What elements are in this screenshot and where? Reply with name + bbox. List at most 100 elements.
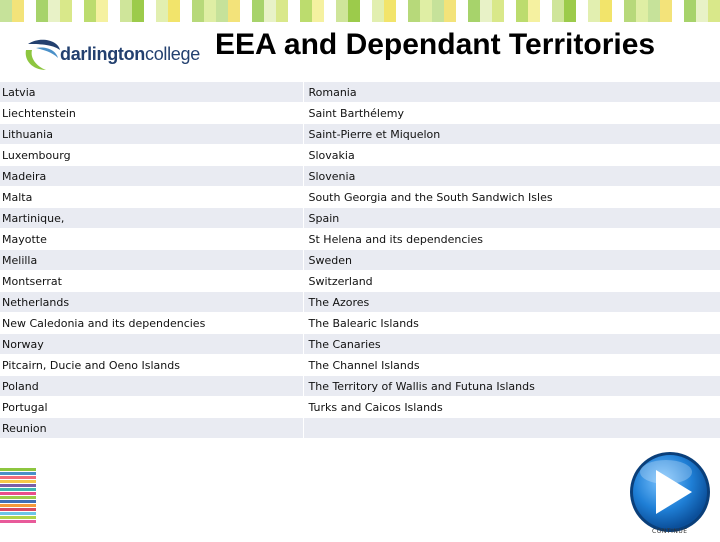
territory-cell-left: Martinique, [0, 207, 303, 229]
darlington-college-logo: darlingtoncollege [22, 34, 212, 76]
stripe [0, 0, 12, 22]
stripe [672, 0, 684, 22]
territory-cell-left: Reunion [0, 417, 303, 439]
side-bar [0, 480, 36, 483]
stripe [708, 0, 720, 22]
stripe [372, 0, 384, 22]
territory-cell-right: The Channel Islands [302, 354, 720, 376]
stripe [264, 0, 276, 22]
territory-cell-left: Malta [0, 186, 303, 208]
side-bar [0, 472, 36, 475]
territory-cell-right: The Balearic Islands [302, 312, 720, 334]
table-row: Martinique, Spain [0, 207, 720, 229]
territory-cell-left: Latvia [0, 82, 303, 103]
play-icon[interactable] [626, 452, 716, 538]
stripe [324, 0, 336, 22]
stripe [132, 0, 144, 22]
stripe [504, 0, 516, 22]
stripe [24, 0, 36, 22]
logo-wordmark: darlingtoncollege [60, 44, 200, 65]
stripe [180, 0, 192, 22]
table-row: Portugal Turks and Caicos Islands [0, 396, 720, 418]
stripe [228, 0, 240, 22]
territory-cell-left: Norway [0, 333, 303, 355]
stripe [36, 0, 48, 22]
territory-cell-left: Luxembourg [0, 144, 303, 166]
logo-swoosh-icon [25, 39, 60, 70]
stripe [420, 0, 432, 22]
stripe [648, 0, 660, 22]
stripe [96, 0, 108, 22]
stripe [144, 0, 156, 22]
territory-cell-left: Montserrat [0, 270, 303, 292]
stripe [240, 0, 252, 22]
table-row: Norway The Canaries [0, 333, 720, 355]
territory-cell-right: Sweden [302, 249, 720, 271]
territory-cell-right: The Azores [302, 291, 720, 313]
stripe [576, 0, 588, 22]
stripe [516, 0, 528, 22]
side-color-bars [0, 468, 36, 524]
stripe [660, 0, 672, 22]
stripe [60, 0, 72, 22]
territory-cell-right: Switzerland [302, 270, 720, 292]
stripe [312, 0, 324, 22]
stripe [624, 0, 636, 22]
side-bar [0, 500, 36, 503]
table-row: Malta South Georgia and the South Sandwic… [0, 186, 720, 208]
table-row: Madeira Slovenia [0, 165, 720, 187]
logo-text-regular: college [145, 44, 200, 64]
stripe [396, 0, 408, 22]
territory-cell-left: Portugal [0, 396, 303, 418]
side-bar [0, 516, 36, 519]
side-bar [0, 492, 36, 495]
side-bar [0, 468, 36, 471]
table-row: Poland The Territory of Wallis and Futuna… [0, 375, 720, 397]
stripe [696, 0, 708, 22]
stripe [588, 0, 600, 22]
stripe [432, 0, 444, 22]
territory-cell-left: Liechtenstein [0, 102, 303, 124]
table-row: Reunion [0, 417, 720, 439]
stripe [336, 0, 348, 22]
continue-label[interactable]: CONTINUE [652, 528, 688, 535]
table-row: Melilla Sweden [0, 249, 720, 271]
stripe [636, 0, 648, 22]
table-row: Mayotte St Helena and its dependencies [0, 228, 720, 250]
territory-cell-right: The Canaries [302, 333, 720, 355]
stripe [600, 0, 612, 22]
continue-button[interactable] [626, 452, 716, 538]
stripe [192, 0, 204, 22]
stripe [216, 0, 228, 22]
territory-cell-right: South Georgia and the South Sandwich Isl… [302, 186, 720, 208]
stripe [348, 0, 360, 22]
stripe [204, 0, 216, 22]
stripe [252, 0, 264, 22]
stripe [108, 0, 120, 22]
stripe [360, 0, 372, 22]
stripe [540, 0, 552, 22]
stripe [384, 0, 396, 22]
table-row: Liechtenstein Saint Barthélemy [0, 102, 720, 124]
stripe [168, 0, 180, 22]
stripe [456, 0, 468, 22]
territory-cell-left: Melilla [0, 249, 303, 271]
territory-cell-left: Lithuania [0, 123, 303, 145]
territory-cell-right: Slovakia [302, 144, 720, 166]
stripe [528, 0, 540, 22]
side-bar [0, 504, 36, 507]
stripe [408, 0, 420, 22]
table-row: Netherlands The Azores [0, 291, 720, 313]
page-title: EEA and Dependant Territories [215, 28, 656, 61]
territory-cell-right: Saint-Pierre et Miquelon [302, 123, 720, 145]
territory-cell-right: Romania [302, 82, 720, 103]
stripe [444, 0, 456, 22]
territory-cell-left: New Caledonia and its dependencies [0, 312, 303, 334]
table-row: Latvia Romania [0, 82, 720, 103]
logo-text-bold: darlington [60, 44, 145, 64]
territory-cell-right: Slovenia [302, 165, 720, 187]
territory-cell-right: Saint Barthélemy [302, 102, 720, 124]
territory-cell-left: Pitcairn, Ducie and Oeno Islands [0, 354, 303, 376]
territory-cell-left: Poland [0, 375, 303, 397]
stripe [564, 0, 576, 22]
